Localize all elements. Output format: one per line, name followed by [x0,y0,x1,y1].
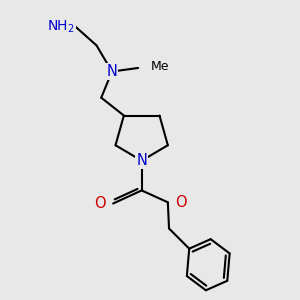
Text: NH$_2$: NH$_2$ [47,18,75,34]
Text: N: N [136,153,147,168]
Text: Me: Me [151,60,170,73]
Text: O: O [94,196,106,211]
Text: O: O [175,195,187,210]
Text: N: N [106,64,117,79]
